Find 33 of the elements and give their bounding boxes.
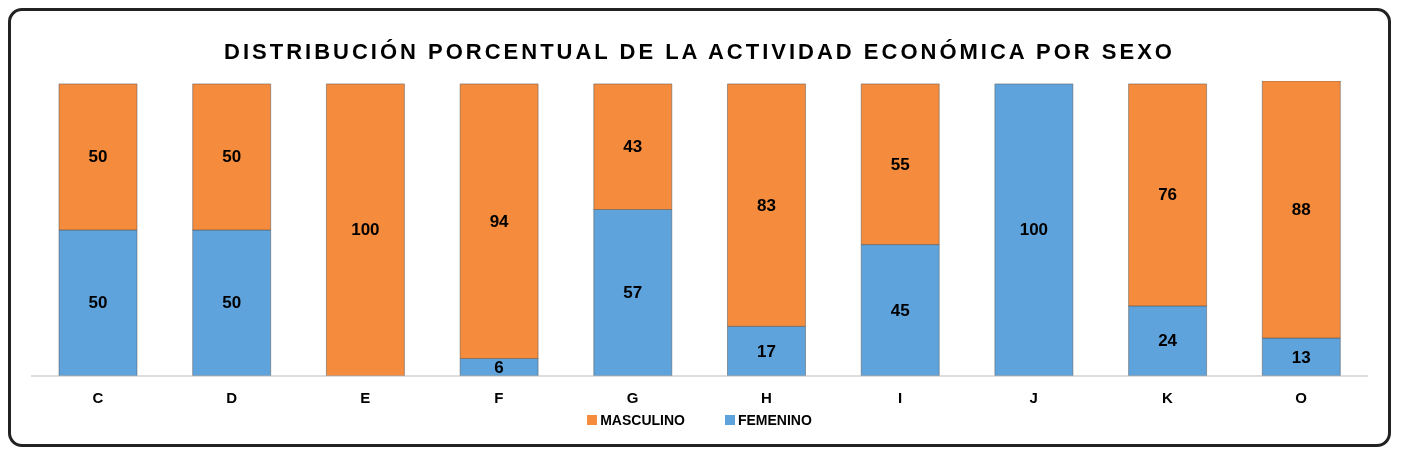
data-label: 50 <box>88 293 108 313</box>
data-label: 100 <box>351 220 380 240</box>
data-label: 57 <box>623 283 643 303</box>
x-tick-label: J <box>1029 388 1038 406</box>
data-label: 94 <box>489 211 510 231</box>
data-label: 50 <box>222 147 242 167</box>
x-tick-label: O <box>1295 388 1308 406</box>
data-label: 43 <box>623 137 643 157</box>
x-tick-label: K <box>1162 388 1174 406</box>
data-label: 100 <box>1019 220 1049 240</box>
x-tick-label: E <box>360 388 371 406</box>
data-label: 50 <box>222 293 242 313</box>
data-label: 76 <box>1158 185 1178 205</box>
x-tick-label: D <box>226 388 238 406</box>
data-label: 24 <box>1158 331 1178 351</box>
data-label: 55 <box>890 154 910 174</box>
data-label: 6 <box>494 357 504 377</box>
x-tick-label: F <box>494 388 504 406</box>
data-label: 50 <box>88 147 108 167</box>
data-label: 83 <box>757 195 776 215</box>
data-label: 88 <box>1291 200 1311 220</box>
data-label: 13 <box>1291 347 1311 367</box>
x-tick-label: C <box>92 388 104 406</box>
x-tick-label: I <box>897 388 903 406</box>
bar <box>326 83 405 376</box>
x-tick-label: G <box>626 388 639 406</box>
legend-label: FEMENINO <box>736 412 812 428</box>
bar <box>994 83 1074 376</box>
data-label: 17 <box>757 341 776 361</box>
data-label: 45 <box>890 300 910 320</box>
x-tick-label: H <box>760 388 772 406</box>
legend-label: MASCULINO <box>599 412 685 428</box>
chart-title: DISTRIBUCIÓN PORCENTUAL DE LA ACTIVIDAD ECONÓMICA POR SEXO <box>220 39 1179 64</box>
